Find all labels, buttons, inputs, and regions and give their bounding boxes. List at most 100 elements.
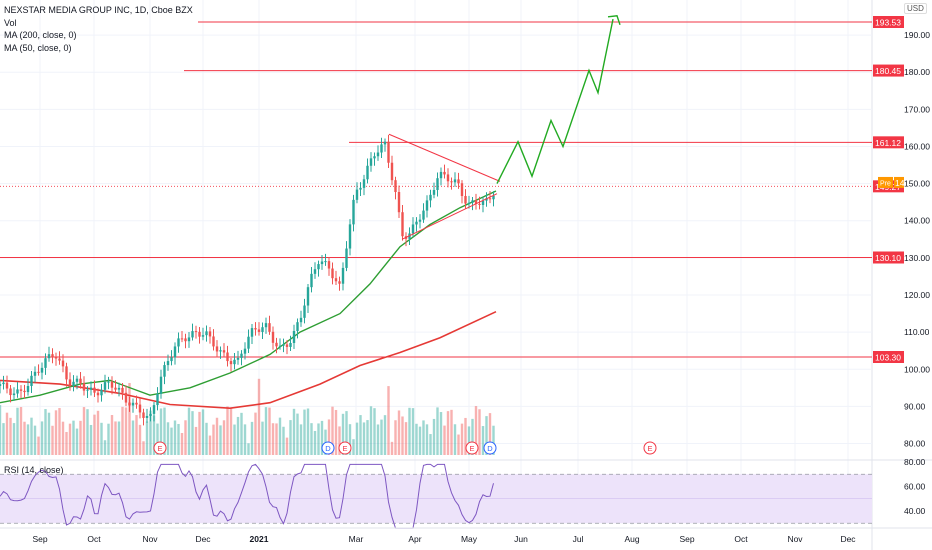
volume-bar (380, 419, 383, 455)
volume-bar (450, 409, 453, 455)
candle-body (429, 194, 432, 201)
volume-bar (292, 408, 296, 455)
volume-bar (345, 411, 348, 455)
volume-bar (222, 420, 226, 455)
candle-body (26, 385, 30, 393)
candle-body (390, 162, 394, 181)
projection-path (496, 18, 614, 184)
currency-label[interactable]: USD (904, 3, 927, 14)
volume-bar (26, 424, 30, 455)
candle-body (492, 195, 495, 200)
volume-bar (240, 412, 243, 455)
indicator-rsi[interactable]: RSI (14, close) (4, 465, 64, 475)
earnings-marker (643, 441, 657, 455)
level-price-tag (873, 64, 904, 77)
volume-bar (219, 425, 222, 455)
level-price-tag (873, 16, 904, 28)
volume-bar (331, 406, 334, 455)
time-tick-label: Apr (408, 534, 421, 544)
candle-body (275, 342, 278, 347)
price-tick-label: 170.00 (904, 104, 930, 114)
ma200-line (0, 310, 497, 410)
volume-bar (117, 421, 121, 455)
candle-body (317, 264, 320, 270)
price-tick-label: 110.00 (904, 327, 930, 337)
volume-bar (446, 411, 450, 455)
volume-bar (54, 410, 58, 455)
candle-body (380, 144, 383, 153)
volume-bar (334, 409, 338, 455)
volume-bar (19, 406, 23, 455)
candle-body (366, 165, 369, 180)
volume-bar (250, 421, 254, 455)
rsi-tick-label: 40.00 (904, 506, 926, 516)
candle-body (383, 141, 387, 145)
volume-bar (75, 428, 79, 455)
volume-bar (79, 420, 82, 455)
volume-bar (488, 413, 492, 455)
candle-body (142, 412, 145, 418)
volume-bar (30, 417, 33, 455)
candle-body (166, 361, 170, 366)
time-tick-label: Nov (787, 534, 803, 544)
candle-body (264, 323, 268, 328)
volume-bar (338, 426, 341, 455)
indicator-ma200[interactable]: MA (200, close, 0) (4, 30, 77, 40)
candle-body (100, 389, 103, 396)
volume-bar (65, 431, 68, 455)
volume-bar (278, 417, 282, 455)
volume-bar (243, 424, 247, 455)
candle-body (222, 350, 226, 353)
candle-body (187, 337, 191, 342)
volume-bar (170, 427, 173, 455)
volume-bar (159, 408, 163, 455)
candle-body (212, 336, 215, 347)
volume-bar (352, 439, 355, 455)
symbol-title[interactable]: NEXSTAR MEDIA GROUP INC, 1D, Cboe BZX (4, 5, 193, 15)
volume-bar (254, 412, 257, 455)
candle-body (446, 174, 450, 182)
volume-bar (439, 412, 443, 455)
volume-bar (422, 420, 425, 455)
time-tick-label: Mar (349, 534, 364, 544)
volume-bar (198, 411, 201, 455)
candle-body (411, 224, 415, 234)
candle-body (285, 344, 289, 347)
chart-legend: NEXSTAR MEDIA GROUP INC, 1D, Cboe BZX Vo… (4, 4, 193, 54)
volume-bar (429, 434, 432, 455)
volume-bar (485, 416, 488, 455)
volume-bar (481, 426, 485, 455)
candle-body (79, 378, 82, 384)
volume-bar (268, 407, 271, 455)
price-tick-label: 80.00 (904, 439, 926, 449)
candle-body (44, 358, 47, 368)
volume-bar (492, 425, 495, 455)
volume-bar (82, 407, 86, 455)
candle-body (471, 200, 474, 203)
candle-body (299, 317, 303, 323)
time-tick-label: Dec (195, 534, 211, 544)
candle-body (338, 281, 341, 284)
volume-bar (285, 437, 289, 455)
volume-bar (93, 414, 96, 455)
volume-bar (138, 424, 142, 455)
indicator-ma50[interactable]: MA (50, close, 0) (4, 42, 72, 53)
volume-bar (114, 421, 117, 455)
time-tick-label: Jun (514, 534, 528, 544)
indicator-volume[interactable]: Vol (4, 17, 17, 28)
volume-bar (152, 415, 156, 455)
level-price-label: 180.45 (875, 66, 901, 76)
volume-bar (369, 406, 373, 455)
volume-bar (44, 409, 47, 455)
volume-bar (110, 415, 114, 455)
volume-bar (184, 420, 187, 455)
candle-body (464, 196, 467, 204)
level-price-tag (873, 136, 904, 149)
level-price-tag (873, 351, 904, 363)
volume-bar (86, 409, 89, 455)
volume-bar (457, 434, 460, 455)
volume-bar (215, 417, 219, 455)
volume-bar (103, 440, 107, 455)
candle-body (373, 156, 376, 159)
